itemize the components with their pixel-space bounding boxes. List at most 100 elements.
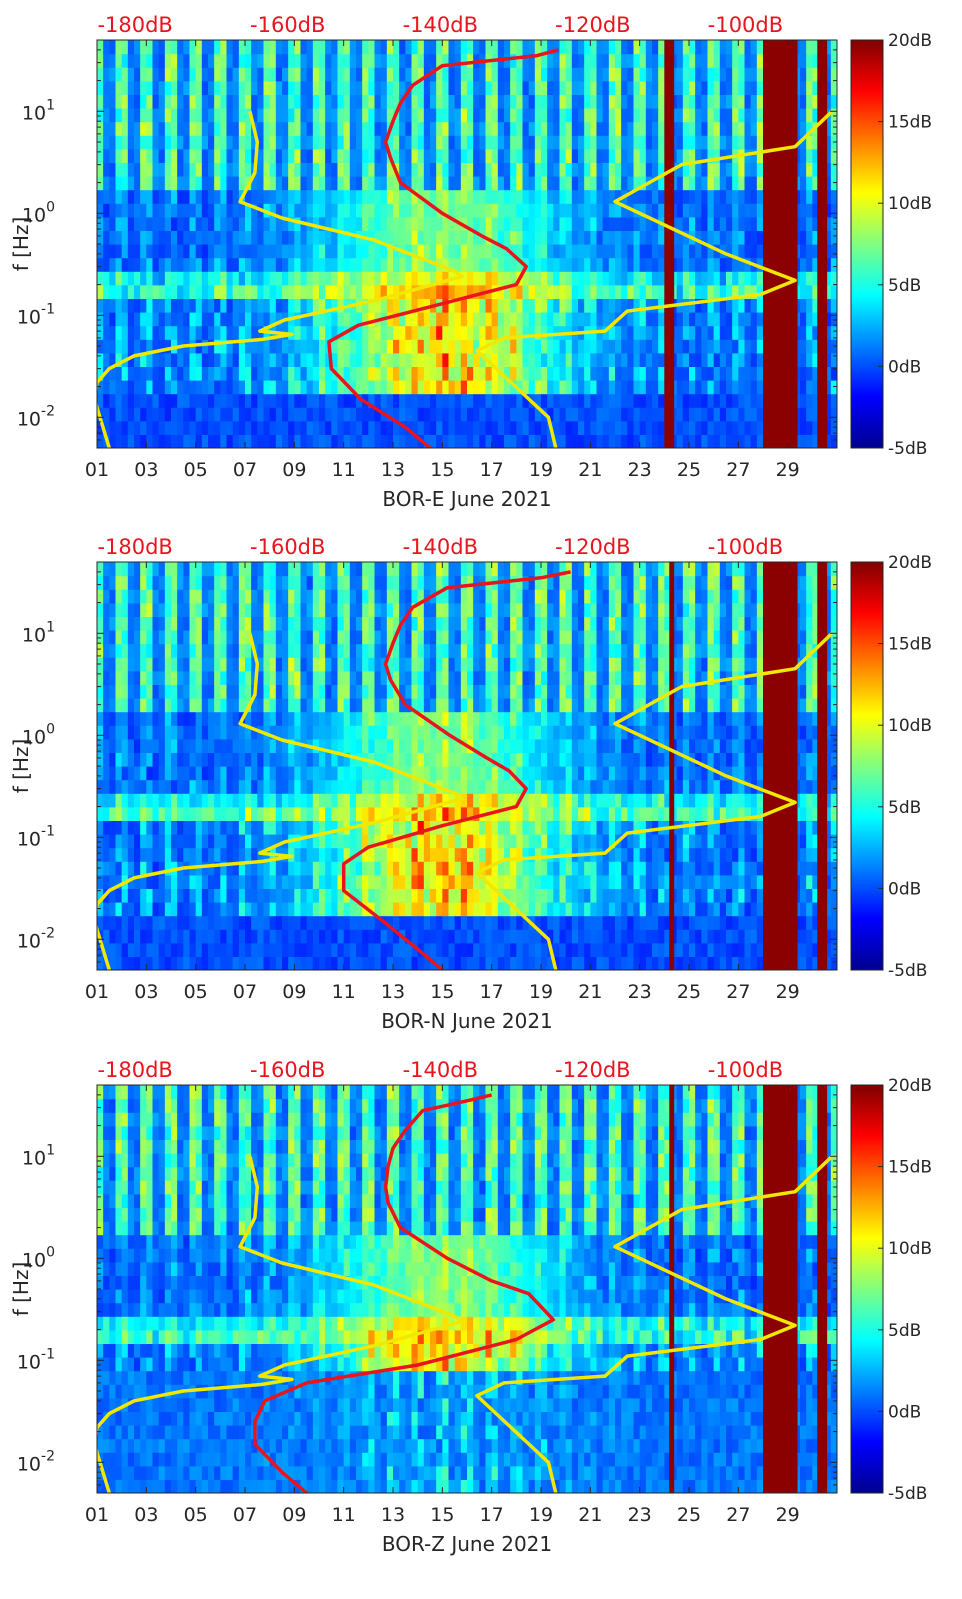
heatmap-cell bbox=[504, 40, 511, 55]
heatmap-cell bbox=[528, 366, 536, 381]
heatmap-cell bbox=[430, 366, 437, 381]
heatmap-cell bbox=[578, 434, 585, 448]
heatmap-cell bbox=[220, 643, 228, 658]
heatmap-cell bbox=[337, 847, 345, 862]
heatmap-cell bbox=[337, 834, 345, 849]
heatmap-cell bbox=[726, 284, 733, 299]
heatmap-cell bbox=[232, 793, 240, 808]
heatmap-cell bbox=[171, 684, 178, 699]
heatmap-cell bbox=[232, 779, 240, 794]
heatmap-cell bbox=[750, 420, 758, 435]
heatmap-cell bbox=[504, 393, 511, 408]
heatmap-cell bbox=[127, 888, 135, 903]
heatmap-cell bbox=[312, 725, 320, 740]
high-level-band bbox=[664, 40, 675, 448]
heatmap-cell bbox=[282, 616, 289, 631]
heatmap-cell bbox=[615, 366, 622, 381]
heatmap-cell bbox=[325, 162, 332, 177]
heatmap-cell bbox=[171, 956, 178, 970]
heatmap-cell bbox=[337, 108, 345, 123]
heatmap-cell bbox=[750, 434, 758, 448]
heatmap-cell bbox=[645, 67, 653, 82]
heatmap-cell bbox=[380, 121, 388, 136]
heatmap-cell bbox=[584, 53, 591, 68]
heatmap-cell bbox=[652, 216, 659, 231]
heatmap-cell bbox=[115, 94, 123, 109]
heatmap-cell bbox=[195, 616, 203, 631]
heatmap-cell bbox=[707, 189, 715, 204]
heatmap-cell bbox=[368, 244, 376, 259]
heatmap-cell bbox=[522, 203, 530, 218]
heatmap-cell bbox=[189, 738, 197, 753]
heatmap-cell bbox=[214, 325, 221, 340]
heatmap-cell bbox=[294, 312, 302, 327]
heatmap-cell bbox=[152, 312, 160, 327]
heatmap-cell bbox=[800, 189, 807, 204]
heatmap-cell bbox=[362, 53, 369, 68]
heatmap-cell bbox=[485, 366, 493, 381]
heatmap-cell bbox=[300, 820, 308, 835]
heatmap-cell bbox=[596, 121, 604, 136]
heatmap-cell bbox=[676, 203, 684, 218]
heatmap-cell bbox=[343, 203, 351, 218]
heatmap-cell bbox=[140, 257, 147, 272]
heatmap-cell bbox=[201, 67, 209, 82]
heatmap-cell bbox=[146, 888, 154, 903]
heatmap-cell bbox=[319, 325, 326, 340]
heatmap-cell bbox=[571, 80, 579, 95]
heatmap-cell bbox=[578, 80, 585, 95]
heatmap-cell bbox=[300, 942, 308, 957]
heatmap-cell bbox=[516, 366, 524, 381]
heatmap-cell bbox=[220, 616, 228, 631]
heatmap-cell bbox=[596, 407, 604, 422]
heatmap-cell bbox=[103, 244, 110, 259]
heatmap-cell bbox=[497, 203, 505, 218]
heatmap-cell bbox=[331, 80, 339, 95]
heatmap-cell bbox=[356, 380, 363, 395]
heatmap-cell bbox=[726, 40, 733, 55]
heatmap-cell bbox=[97, 779, 104, 794]
heatmap-cell bbox=[732, 352, 739, 367]
heatmap-cell bbox=[208, 562, 215, 577]
heatmap-cell bbox=[282, 806, 289, 821]
heatmap-cell bbox=[738, 312, 746, 327]
heatmap-cell bbox=[263, 929, 271, 944]
heatmap-cell bbox=[195, 725, 203, 740]
heatmap-cell bbox=[806, 148, 813, 163]
heatmap-cell bbox=[578, 284, 585, 299]
heatmap-cell bbox=[214, 121, 221, 136]
heatmap-cell bbox=[756, 284, 764, 299]
heatmap-cell bbox=[319, 380, 326, 395]
heatmap-cell bbox=[682, 380, 690, 395]
heatmap-cell bbox=[134, 902, 141, 917]
heatmap-cell bbox=[824, 244, 832, 259]
heatmap-cell bbox=[454, 148, 462, 163]
heatmap-cell bbox=[238, 67, 246, 82]
heatmap-cell bbox=[430, 380, 437, 395]
heatmap-cell bbox=[399, 366, 406, 381]
heatmap-cell bbox=[349, 793, 357, 808]
heatmap-cell bbox=[368, 121, 376, 136]
heatmap-cell bbox=[627, 40, 635, 55]
heatmap-cell bbox=[146, 915, 154, 930]
heatmap-cell bbox=[195, 847, 203, 862]
heatmap-cell bbox=[368, 352, 376, 367]
heatmap-cell bbox=[226, 861, 234, 876]
heatmap-cell bbox=[485, 434, 493, 448]
heatmap-cell bbox=[152, 820, 160, 835]
heatmap-cell bbox=[232, 216, 240, 231]
heatmap-cell bbox=[362, 420, 369, 435]
heatmap-cell bbox=[504, 94, 511, 109]
heatmap-cell bbox=[541, 53, 548, 68]
heatmap-cell bbox=[306, 366, 314, 381]
heatmap-cell bbox=[208, 793, 215, 808]
heatmap-cell bbox=[325, 380, 332, 395]
heatmap-cell bbox=[238, 352, 246, 367]
heatmap-cell bbox=[639, 366, 647, 381]
heatmap-cell bbox=[491, 271, 499, 286]
heatmap-cell bbox=[220, 121, 228, 136]
heatmap-cell bbox=[541, 230, 548, 245]
heatmap-cell bbox=[146, 616, 154, 631]
heatmap-cell bbox=[232, 806, 240, 821]
heatmap-cell bbox=[652, 135, 659, 150]
